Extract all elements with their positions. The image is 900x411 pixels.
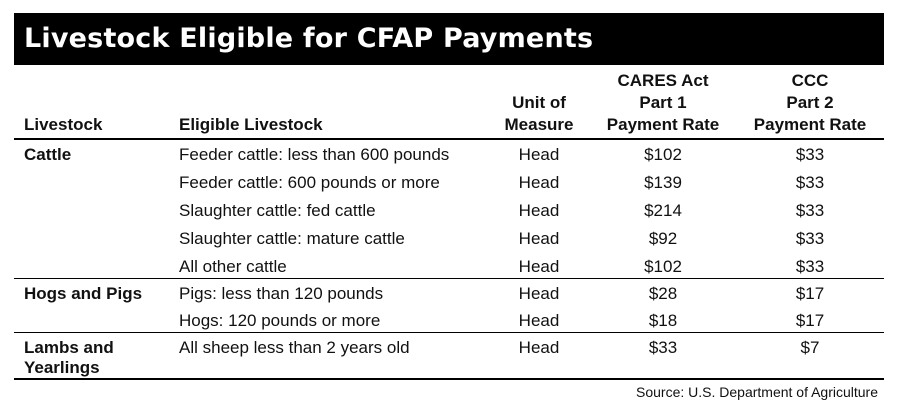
part1-rate-cell: $18 (648, 311, 678, 330)
header-unit-line2: Measure (504, 115, 574, 134)
table-row: Cattle Feeder cattle: less than 600 poun… (0, 145, 900, 173)
header-unit-of-measure: Unit of Measure (490, 92, 588, 136)
part2-rate-cell: $33 (795, 201, 825, 220)
unit-cell: Head (518, 257, 560, 276)
unit-cell: Head (518, 229, 560, 248)
unit-cell: Head (518, 173, 560, 192)
unit-cell: Head (518, 145, 560, 164)
unit-cell: Head (518, 284, 560, 303)
part1-rate-cell: $102 (644, 145, 682, 164)
table-row: Hogs: 120 pounds or more Head $18 $17 (0, 311, 900, 339)
table-row: Lambs and Yearlings All sheep less than … (0, 338, 900, 378)
header-cares-act-part1: CARES Act Part 1 Payment Rate (598, 70, 728, 136)
part2-rate-cell: $17 (795, 284, 825, 303)
header-p1-line3: Payment Rate (606, 115, 720, 134)
table-row: Feeder cattle: 600 pounds or more Head $… (0, 173, 900, 201)
part2-rate-cell: $17 (795, 311, 825, 330)
part2-rate-cell: $33 (795, 257, 825, 276)
part1-rate-cell: $214 (644, 201, 682, 220)
unit-cell: Head (518, 201, 560, 220)
eligible-livestock-cell: All sheep less than 2 years old (179, 338, 410, 357)
part1-rate-cell: $92 (648, 229, 678, 248)
eligible-livestock-cell: Hogs: 120 pounds or more (179, 311, 381, 330)
source-note: Source: U.S. Department of Agriculture (636, 384, 878, 400)
group-divider (14, 278, 884, 279)
unit-cell: Head (518, 338, 560, 357)
eligible-livestock-cell: Feeder cattle: less than 600 pounds (179, 145, 450, 164)
bottom-rule (14, 378, 884, 380)
table-title: Livestock Eligible for CFAP Payments (14, 13, 884, 65)
header-p1-line1: CARES Act (617, 71, 709, 90)
part1-rate-cell: $33 (648, 338, 678, 357)
eligible-livestock-cell: Slaughter cattle: fed cattle (179, 201, 376, 220)
header-unit-line1: Unit of (512, 93, 566, 112)
group-divider (14, 332, 884, 333)
header-p2-line2: Part 2 (786, 93, 834, 112)
header-p2-line3: Payment Rate (753, 115, 867, 134)
header-ccc-part2: CCC Part 2 Payment Rate (742, 70, 878, 136)
part2-rate-cell: $33 (795, 173, 825, 192)
part2-rate-cell: $33 (795, 229, 825, 248)
header-eligible-label: Eligible Livestock (179, 115, 323, 134)
part1-rate-cell: $139 (644, 173, 682, 192)
header-eligible-livestock: Eligible Livestock (179, 114, 323, 136)
header-livestock: Livestock (24, 114, 102, 136)
table-row: Hogs and Pigs Pigs: less than 120 pounds… (0, 284, 900, 312)
table-row: Slaughter cattle: fed cattle Head $214 $… (0, 201, 900, 229)
header-p2-line1: CCC (791, 71, 829, 90)
category-lambs-and-yearlings-line2: Yearlings (24, 358, 100, 377)
part2-rate-cell: $33 (795, 145, 825, 164)
part2-rate-cell: $7 (800, 338, 820, 357)
table-row: Slaughter cattle: mature cattle Head $92… (0, 229, 900, 257)
eligible-livestock-cell: All other cattle (179, 257, 287, 276)
header-rule (14, 138, 884, 140)
category-hogs-and-pigs: Hogs and Pigs (24, 284, 143, 303)
eligible-livestock-cell: Pigs: less than 120 pounds (179, 284, 384, 303)
category-lambs-and-yearlings-line1: Lambs and (24, 338, 114, 357)
eligible-livestock-cell: Slaughter cattle: mature cattle (179, 229, 405, 248)
part1-rate-cell: $102 (644, 257, 682, 276)
category-cattle: Cattle (24, 145, 72, 164)
header-p1-line2: Part 1 (639, 93, 687, 112)
eligible-livestock-cell: Feeder cattle: 600 pounds or more (179, 173, 440, 192)
unit-cell: Head (518, 311, 560, 330)
table-row: All other cattle Head $102 $33 (0, 257, 900, 285)
part1-rate-cell: $28 (648, 284, 678, 303)
header-livestock-label: Livestock (24, 115, 103, 134)
